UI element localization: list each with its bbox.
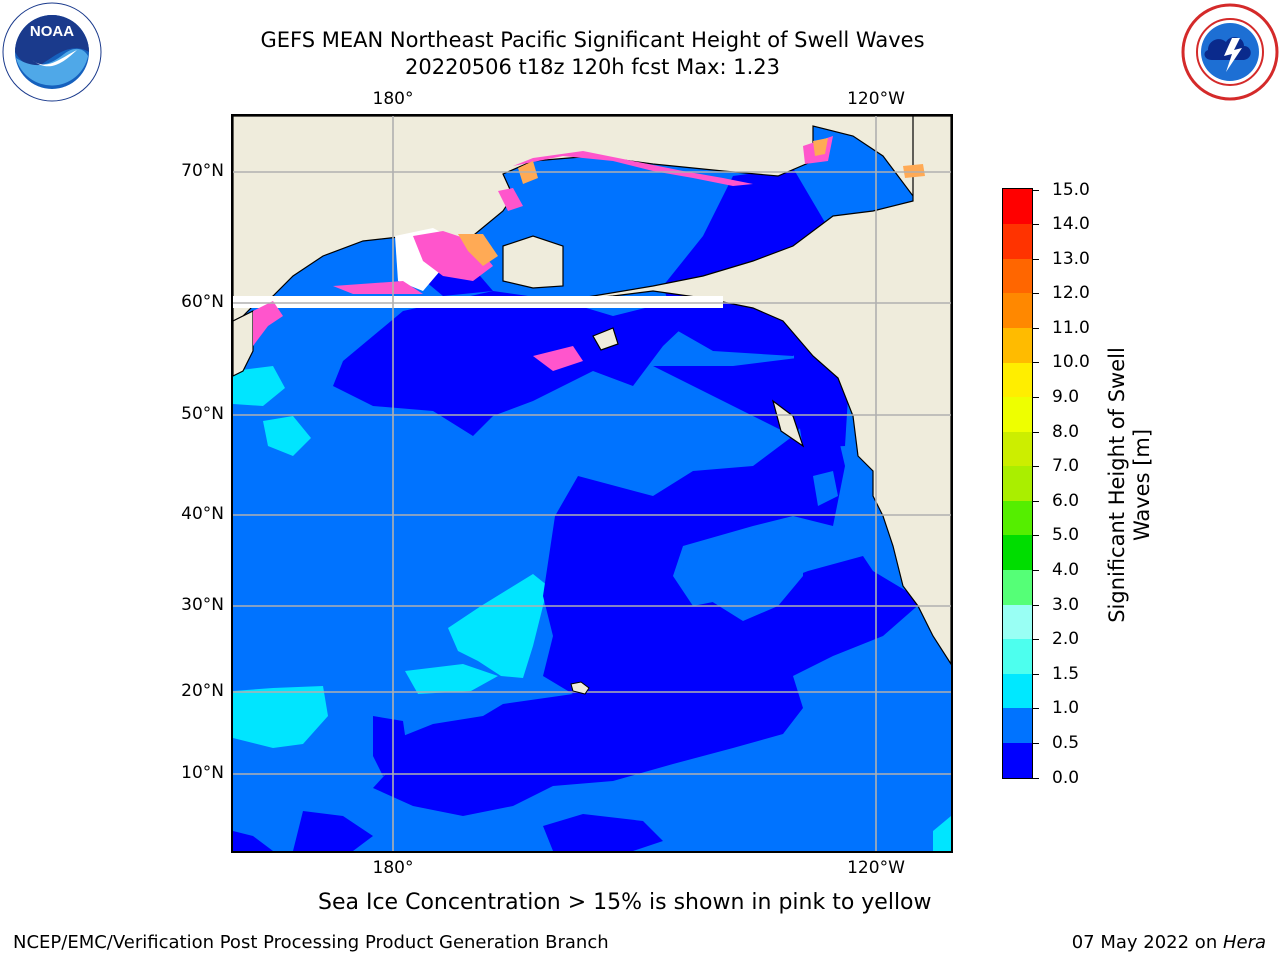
colorbar-segment — [1003, 431, 1032, 467]
colorbar-segment — [1003, 673, 1032, 709]
svg-text:NOAA: NOAA — [30, 23, 74, 40]
colorbar-tick — [1033, 500, 1039, 502]
colorbar-tick-label: 0.0 — [1052, 767, 1080, 788]
colorbar-tick-label: 5.0 — [1052, 525, 1080, 546]
colorbar-tick — [1033, 466, 1039, 468]
colorbar-tick — [1033, 224, 1039, 226]
colorbar-segment — [1003, 569, 1032, 605]
colorbar-tick-label: 4.0 — [1052, 559, 1080, 580]
lon-label-bottom-180: 180° — [372, 858, 414, 878]
lon-label-bottom-120w: 120°W — [847, 858, 905, 878]
colorbar-tick-label: 14.0 — [1052, 214, 1090, 235]
colorbar-tick-label: 1.5 — [1052, 663, 1080, 684]
colorbar-tick — [1033, 293, 1039, 295]
colorbar-tick — [1033, 604, 1039, 606]
colorbar-tick-label: 10.0 — [1052, 352, 1090, 373]
map-subtitle: 20220506 t18z 120h fcst Max: 1.23 — [405, 55, 780, 79]
colorbar-segment — [1003, 534, 1032, 571]
lat-label-20n: 20°N — [181, 681, 224, 701]
colorbar-tick-label: 2.0 — [1052, 629, 1080, 650]
lat-label-30n: 30°N — [181, 595, 224, 615]
colorbar-tick-label: 13.0 — [1052, 248, 1090, 269]
colorbar-tick — [1033, 535, 1039, 537]
sea-ice-note-text: Sea Ice Concentration > 15% is shown in … — [318, 890, 932, 915]
lat-label-40n: 40°N — [181, 504, 224, 524]
footer-date-text: 07 May 2022 on — [1071, 932, 1223, 953]
footer-host: Hera — [1222, 932, 1266, 953]
swell-height-map — [231, 114, 953, 853]
colorbar-segment — [1003, 465, 1032, 501]
colorbar-segment — [1003, 707, 1032, 743]
colorbar-title-line2: Waves [m] — [1130, 428, 1154, 542]
map-title: GEFS MEAN Northeast Pacific Significant … — [260, 28, 925, 52]
colorbar-title: Significant Height of Swell Waves [m] — [1105, 347, 1155, 623]
colorbar-tick-label: 15.0 — [1052, 179, 1090, 200]
colorbar-tick-label: 11.0 — [1052, 317, 1090, 338]
lat-label-50n: 50°N — [181, 404, 224, 424]
colorbar-segment — [1003, 258, 1032, 294]
colorbar-segment — [1003, 327, 1032, 363]
colorbar-tick-label: 3.0 — [1052, 594, 1080, 615]
colorbar-segment — [1003, 189, 1032, 225]
colorbar-tick-label: 7.0 — [1052, 456, 1080, 477]
colorbar-tick-label: 9.0 — [1052, 387, 1080, 408]
lat-label-70n: 70°N — [181, 161, 224, 181]
colorbar-segment — [1003, 223, 1032, 259]
colorbar-tick — [1033, 777, 1039, 779]
lat-label-60n: 60°N — [181, 292, 224, 312]
colorbar-tick — [1033, 258, 1039, 260]
colorbar-tick-label: 1.0 — [1052, 698, 1080, 719]
land-areas — [233, 116, 951, 666]
colorbar-tick-label: 0.5 — [1052, 732, 1080, 753]
colorbar-segment — [1003, 742, 1032, 778]
colorbar-segment — [1003, 500, 1032, 536]
colorbar-tick-label: 6.0 — [1052, 490, 1080, 511]
colorbar-tick-label: 12.0 — [1052, 283, 1090, 304]
sea-ice-areas — [253, 136, 925, 371]
colorbar-tick-label: 8.0 — [1052, 421, 1080, 442]
colorbar-title-line1: Significant Height of Swell — [1105, 347, 1129, 623]
lat-label-10n: 10°N — [181, 763, 224, 783]
colorbar-tick — [1033, 742, 1039, 744]
colorbar-tick — [1033, 708, 1039, 710]
colorbar-tick — [1033, 189, 1039, 191]
white-band — [233, 296, 723, 308]
hawaii-islands — [570, 681, 590, 695]
swell-0.5-1m-areas — [678, 471, 838, 621]
colorbar-segment — [1003, 292, 1032, 328]
colorbar-segment — [1003, 604, 1032, 640]
colorbar-tick — [1033, 673, 1039, 675]
graticule — [233, 116, 951, 851]
colorbar-segment — [1003, 396, 1032, 432]
colorbar-tick — [1033, 639, 1039, 641]
swell-1-1.5m-areas — [233, 366, 951, 851]
colorbar-segment — [1003, 361, 1032, 398]
footer-date: 07 May 2022 on Hera — [1072, 932, 1266, 953]
nws-logo — [1180, 2, 1280, 102]
colorbar-tick — [1033, 397, 1039, 399]
colorbar — [1002, 188, 1033, 779]
noaa-logo: NOAA — [2, 2, 102, 102]
colorbar-segment — [1003, 638, 1032, 674]
lon-label-top-120w: 120°W — [847, 89, 905, 109]
colorbar-tick — [1033, 362, 1039, 364]
lon-label-top-180: 180° — [372, 89, 414, 109]
footer-credit: NCEP/EMC/Verification Post Processing Pr… — [13, 932, 609, 953]
colorbar-tick — [1033, 327, 1039, 329]
colorbar-tick — [1033, 569, 1039, 571]
colorbar-tick — [1033, 431, 1039, 433]
